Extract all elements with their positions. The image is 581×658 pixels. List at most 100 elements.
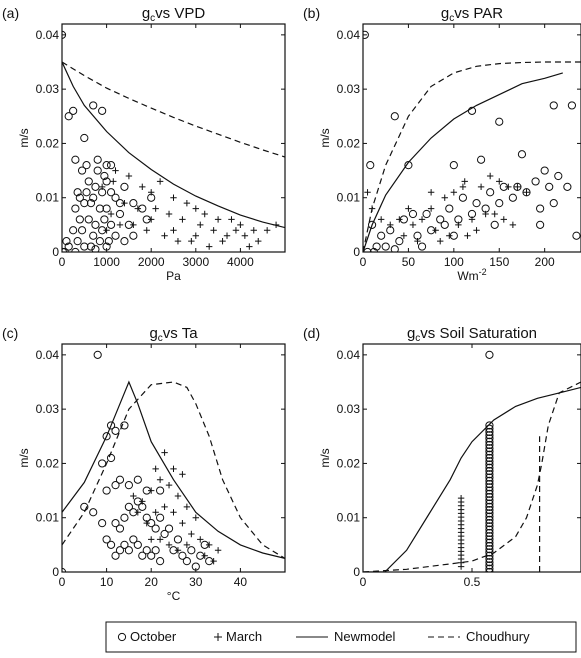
october-point <box>485 525 494 534</box>
march-point <box>192 232 199 239</box>
panel-label: (d) <box>303 325 320 341</box>
x-axis-label-main: °C <box>167 589 181 603</box>
march-point <box>161 449 168 456</box>
october-point <box>499 182 508 191</box>
october-point <box>64 242 73 251</box>
y-tick-label: 0 <box>52 565 59 579</box>
october-point <box>93 166 102 175</box>
october-point <box>106 188 116 197</box>
october-point <box>485 421 494 430</box>
october-point <box>363 247 372 252</box>
october-point <box>572 231 581 240</box>
october-point <box>82 188 91 197</box>
legend-label: March <box>226 629 262 644</box>
y-tick-label: 0.02 <box>36 136 60 150</box>
march-point <box>148 487 155 494</box>
march-point <box>272 221 280 229</box>
october-point <box>422 209 431 219</box>
october-point <box>102 242 111 251</box>
october-point <box>449 161 458 170</box>
y-tick-label: 0.04 <box>337 28 361 42</box>
march-point <box>165 541 173 549</box>
march-point <box>205 541 213 549</box>
october-point <box>147 551 156 560</box>
october-point <box>485 473 494 482</box>
legend-label: October <box>130 629 177 644</box>
october-point <box>100 171 109 181</box>
october-point <box>485 538 494 547</box>
october-point <box>75 215 84 224</box>
x-axis-label-main: Pa <box>166 269 181 283</box>
chart-title: gcvs Soil Saturation <box>407 325 537 344</box>
x-tick-label: 1000 <box>93 255 120 269</box>
march-point <box>148 216 155 223</box>
y-tick-label: 0.03 <box>337 402 361 416</box>
legend-label: Newmodel <box>334 629 396 644</box>
data-layer <box>62 30 285 252</box>
october-point <box>485 447 494 456</box>
x-tick-label: 2000 <box>138 255 165 269</box>
plot-frame <box>362 343 581 573</box>
march-point <box>457 494 465 502</box>
march-point <box>263 227 271 234</box>
march-point <box>368 205 376 212</box>
march-point <box>461 178 468 185</box>
october-point <box>104 237 113 246</box>
october-point <box>485 453 494 463</box>
october-point <box>111 231 120 240</box>
march-point <box>432 227 439 234</box>
x-axis-label-sup: -2 <box>479 267 487 277</box>
october-point <box>102 486 111 495</box>
march-point <box>139 183 146 191</box>
title-rest: vs Soil Saturation <box>420 325 537 342</box>
march-point <box>103 227 110 234</box>
october-point <box>485 450 494 459</box>
october-point <box>454 215 463 224</box>
october-point <box>485 457 494 466</box>
october-point <box>156 557 165 566</box>
october-point <box>485 558 494 567</box>
march-point <box>210 227 217 234</box>
march-point <box>219 237 226 245</box>
october-point <box>111 551 120 560</box>
chart-title: gcvs PAR <box>441 5 503 24</box>
october-point <box>485 515 494 524</box>
march-point <box>170 194 177 201</box>
october-point <box>485 554 494 564</box>
march-point <box>396 216 403 223</box>
march-point <box>255 237 262 245</box>
x-tick-label: 150 <box>489 255 509 269</box>
march-point <box>427 205 435 212</box>
october-point <box>399 215 408 224</box>
march-point <box>486 172 494 180</box>
october-point <box>95 237 105 246</box>
plot-frame <box>61 343 286 573</box>
october-point <box>95 204 105 213</box>
october-point <box>73 237 82 246</box>
march-point <box>174 492 182 500</box>
october-point <box>187 546 196 555</box>
newmodel-line <box>363 386 581 572</box>
october-point <box>485 479 494 489</box>
october-point <box>77 166 87 175</box>
october-point <box>133 497 142 506</box>
march-point <box>446 232 453 239</box>
october-point <box>178 551 187 560</box>
october-point <box>390 245 399 252</box>
october-point <box>427 226 436 235</box>
x-tick-label: 50 <box>402 255 416 269</box>
october-point <box>196 551 205 560</box>
y-tick-label: 0.02 <box>36 456 60 470</box>
title-g: g <box>407 325 415 342</box>
october-point <box>508 193 517 202</box>
october-point <box>102 535 111 544</box>
october-point <box>111 519 120 528</box>
y-tick-label: 0 <box>52 245 59 259</box>
y-tick-label: 0.04 <box>36 28 60 42</box>
march-point <box>228 216 235 223</box>
october-point <box>485 502 494 511</box>
october-point <box>485 492 494 502</box>
october-point <box>485 483 494 492</box>
march-point <box>188 530 195 538</box>
